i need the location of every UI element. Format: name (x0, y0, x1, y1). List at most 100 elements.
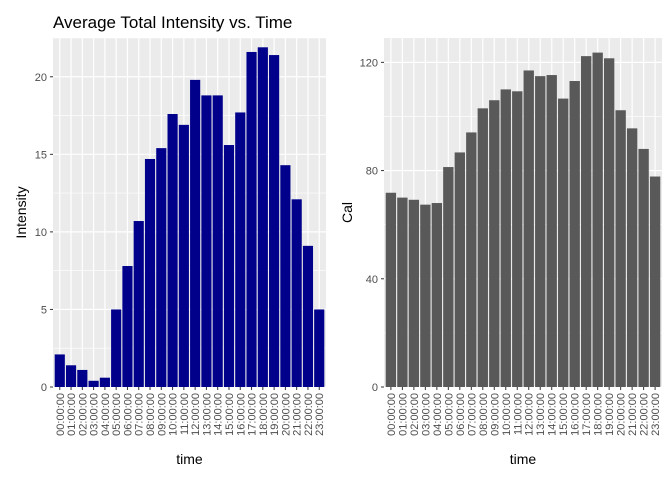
bar-20 (280, 165, 291, 387)
y-tick-label: 0 (41, 382, 47, 394)
y-tick-label: 10 (35, 227, 47, 239)
bar-13 (201, 95, 212, 387)
x-tick-label: 07:00:00 (134, 393, 146, 436)
x-tick-label: 18:00:00 (593, 393, 605, 436)
x-tick-label: 21:00:00 (627, 393, 639, 436)
x-tick-label: 12:00:00 (190, 393, 202, 436)
bar-17 (246, 51, 257, 388)
chart-title: Average Total Intensity vs. Time (53, 13, 292, 32)
x-tick-label: 16:00:00 (570, 393, 582, 436)
chart-2: 0 40 80 120 00:00:00 01:00:00 02:00:00 03:00:00… (339, 38, 662, 467)
x-tick-label: 02:00:00 (409, 393, 421, 436)
bar-12 (190, 79, 201, 387)
bar-14 (212, 95, 223, 387)
x-tick-label: 19:00:00 (269, 393, 281, 436)
x-axis-title: time (510, 451, 537, 467)
x-tick-label: 14:00:00 (213, 393, 225, 436)
x-tick-label: 05:00:00 (111, 393, 123, 436)
bar-11 (512, 91, 523, 387)
x-tick-label: 20:00:00 (280, 393, 292, 436)
x-tick-label: 23:00:00 (314, 393, 326, 436)
bar-10 (167, 114, 178, 387)
x-tick-label: 01:00:00 (397, 393, 409, 436)
bar-02 (77, 369, 88, 387)
bar-20 (615, 110, 626, 387)
x-tick-label: 04:00:00 (432, 393, 444, 436)
bar-23 (314, 309, 325, 387)
bar-08 (144, 158, 156, 387)
bar-13 (535, 76, 546, 387)
bar-19 (603, 58, 615, 387)
x-tick-label: 03:00:00 (89, 393, 101, 436)
bar-04 (431, 203, 443, 387)
chart-1: 0 5 10 15 20 00:00:00 01:00:00 02:00:00 03:00:00… (13, 13, 326, 467)
y-tick-label: 0 (372, 382, 378, 394)
y-axis-title: Cal (339, 202, 355, 223)
bar-15 (223, 145, 235, 387)
bar-01 (65, 365, 77, 387)
x-tick-label: 15:00:00 (558, 393, 570, 436)
y-axis-title: Intensity (13, 186, 29, 238)
x-tick-label: 00:00:00 (55, 393, 67, 436)
bar-02 (408, 199, 420, 387)
bar-00 (54, 354, 65, 387)
bar-16 (569, 81, 580, 387)
x-tick-label: 03:00:00 (420, 393, 432, 436)
x-tick-label: 04:00:00 (100, 393, 112, 436)
bar-11 (178, 124, 189, 388)
x-tick-label: 20:00:00 (616, 393, 628, 436)
bar-12 (523, 70, 534, 387)
bar-09 (489, 100, 500, 388)
bar-05 (111, 309, 122, 387)
bar-03 (88, 380, 99, 387)
bar-03 (420, 204, 431, 387)
y-tick-label: 15 (35, 149, 47, 161)
y-tick-label: 80 (366, 166, 378, 178)
x-tick-label: 01:00:00 (66, 393, 78, 436)
x-tick-label: 19:00:00 (604, 393, 616, 436)
x-tick-label: 02:00:00 (77, 393, 89, 436)
x-tick-label: 00:00:00 (386, 393, 398, 436)
bar-05 (443, 167, 454, 387)
y-tick-label: 20 (35, 72, 47, 84)
bar-01 (397, 197, 408, 387)
bar-07 (466, 132, 477, 387)
x-tick-label: 09:00:00 (489, 393, 501, 436)
x-tick-label: 10:00:00 (501, 393, 513, 436)
y-tick-label: 40 (366, 274, 378, 286)
x-tick-label: 14:00:00 (547, 393, 559, 436)
x-tick-label: 07:00:00 (466, 393, 478, 436)
bar-16 (235, 112, 246, 387)
x-tick-label: 17:00:00 (247, 393, 259, 436)
bar-21 (626, 128, 638, 387)
bar-09 (156, 148, 167, 387)
x-tick-label: 16:00:00 (235, 393, 247, 436)
bar-21 (291, 199, 302, 387)
x-tick-label: 05:00:00 (443, 393, 455, 436)
x-tick-label: 08:00:00 (478, 393, 490, 436)
x-tick-label: 09:00:00 (156, 393, 168, 436)
x-tick-label: 11:00:00 (512, 393, 524, 435)
x-tick-label: 18:00:00 (258, 393, 270, 436)
bar-10 (500, 89, 511, 387)
x-tick-label: 22:00:00 (639, 393, 651, 436)
bar-15 (558, 98, 569, 387)
x-axis-title: time (176, 451, 203, 467)
bar-18 (592, 52, 603, 387)
y-tick-label: 120 (360, 57, 378, 69)
x-tick-label: 08:00:00 (145, 393, 157, 436)
bar-14 (546, 75, 557, 388)
x-tick-label: 11:00:00 (179, 393, 191, 435)
bar-23 (649, 176, 661, 387)
bar-07 (133, 221, 144, 387)
bar-18 (257, 47, 268, 387)
x-tick-label: 06:00:00 (122, 393, 134, 436)
x-tick-label: 22:00:00 (303, 393, 315, 436)
x-tick-label: 10:00:00 (168, 393, 180, 436)
x-tick-label: 15:00:00 (224, 393, 236, 436)
bar-00 (385, 192, 397, 387)
bar-22 (302, 245, 314, 387)
x-tick-label: 23:00:00 (650, 393, 662, 436)
